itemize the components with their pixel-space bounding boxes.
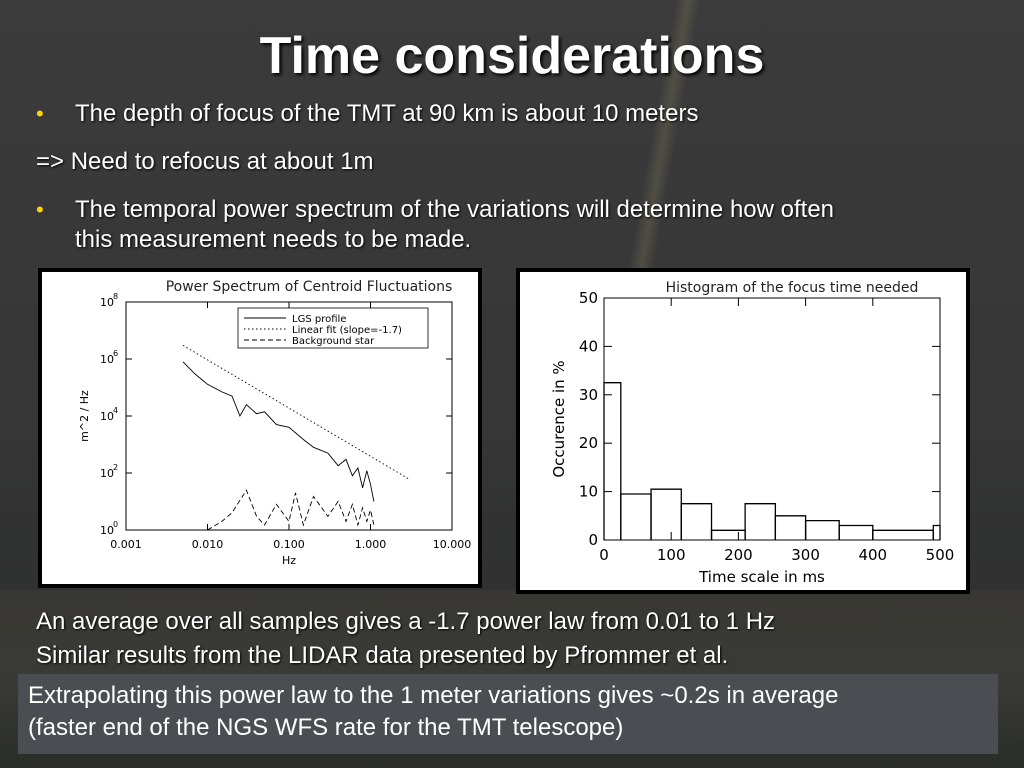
y-tick-exponent: 6 xyxy=(113,349,118,358)
caption-lidar: Similar results from the LIDAR data pres… xyxy=(36,642,729,669)
y-tick-label: 10 xyxy=(100,524,114,537)
y-tick-label: 10 xyxy=(100,467,114,480)
conclusion-box: Extrapolating this power law to the 1 me… xyxy=(18,674,998,754)
caption-power-law: An average over all samples gives a -1.7… xyxy=(36,608,776,635)
y-axis-label: m^2 / Hz xyxy=(78,390,91,442)
x-tick-label: 10.000 xyxy=(433,538,472,551)
x-axis-label: Hz xyxy=(282,554,296,567)
histogram-bar xyxy=(774,515,807,540)
series-line xyxy=(182,345,410,480)
x-tick-label: 400 xyxy=(858,546,887,564)
x-tick-label: 0.010 xyxy=(192,538,224,551)
legend-box xyxy=(237,307,429,349)
y-tick-exponent: 8 xyxy=(113,292,118,301)
background-light-streak xyxy=(560,0,760,320)
y-tick-label: 50 xyxy=(579,289,598,307)
y-tick-exponent: 4 xyxy=(113,406,118,415)
power-spectrum-panel: Power Spectrum of Centroid Fluctuations 0… xyxy=(38,268,482,588)
x-tick-label: 0.001 xyxy=(110,538,142,551)
y-tick-exponent: 2 xyxy=(113,463,118,472)
x-tick-label: 200 xyxy=(724,546,753,564)
conclusion-line-1: Extrapolating this power law to the 1 me… xyxy=(28,682,839,709)
histogram-panel: Histogram of the focus time needed 0 100 20… xyxy=(516,268,970,594)
histogram-bar xyxy=(680,503,713,540)
y-tick-label: 40 xyxy=(579,337,598,355)
bullet-marker: • xyxy=(36,101,44,126)
x-tick-label: 0 xyxy=(599,546,609,564)
y-tick-label: 30 xyxy=(579,386,598,404)
legend-label: LGS profile xyxy=(292,314,346,325)
x-tick-label: 100 xyxy=(657,546,686,564)
legend-label: Background star xyxy=(292,336,375,347)
y-tick-label: 10 xyxy=(100,410,114,423)
histogram-bar xyxy=(932,524,941,540)
series-line xyxy=(207,489,375,531)
x-tick-label: 0.100 xyxy=(273,538,305,551)
y-tick-exponent: 0 xyxy=(113,520,118,529)
x-tick-label: 1.000 xyxy=(355,538,387,551)
x-axis-label: Time scale in ms xyxy=(698,568,825,586)
chart-title: Power Spectrum of Centroid Fluctuations xyxy=(166,279,453,295)
histogram-bar xyxy=(620,493,652,540)
histogram-bar xyxy=(872,529,934,540)
y-tick-label: 0 xyxy=(588,531,598,549)
y-tick-label: 10 xyxy=(579,483,598,501)
y-axis-label: Occurence in % xyxy=(550,360,568,477)
x-tick-label: 300 xyxy=(791,546,820,564)
legend-label: Linear fit (slope=-1.7) xyxy=(292,325,402,336)
power-spectrum-chart: Power Spectrum of Centroid Fluctuations 0… xyxy=(78,279,472,567)
histogram-bar xyxy=(650,488,682,540)
histogram-bar xyxy=(838,524,874,540)
bullet-temporal-spectrum-line-2: this measurement needs to be made. xyxy=(75,226,472,253)
x-tick-label: 500 xyxy=(926,546,955,564)
histogram-bar xyxy=(744,503,777,540)
conclusion-line-2: (faster end of the NGS WFS rate for the … xyxy=(28,714,624,741)
y-tick-label: 10 xyxy=(100,296,114,309)
slide-title: Time considerations xyxy=(259,27,765,85)
bullet-marker: • xyxy=(36,197,44,222)
bullet-depth-of-focus: The depth of focus of the TMT at 90 km i… xyxy=(75,100,699,127)
histogram-bar xyxy=(603,382,622,540)
histogram-bar xyxy=(804,519,840,540)
bullet-temporal-spectrum-line-1: The temporal power spectrum of the varia… xyxy=(75,196,835,223)
refocus-line: => Need to refocus at about 1m xyxy=(36,148,374,175)
series-line xyxy=(182,361,375,502)
chart-title: Histogram of the focus time needed xyxy=(666,280,919,296)
y-tick-label: 20 xyxy=(579,434,598,452)
histogram-bar xyxy=(710,529,746,540)
y-tick-label: 10 xyxy=(100,353,114,366)
